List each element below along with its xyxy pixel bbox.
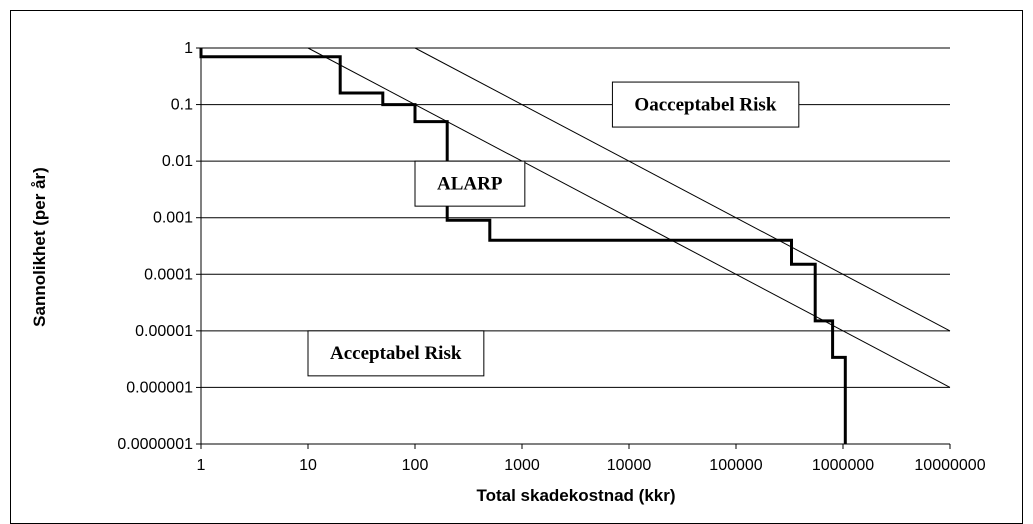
y-tick-label-5: 0.00001 <box>135 323 193 340</box>
zone-box-2 <box>307 330 485 377</box>
y-tick-label-2: 0.01 <box>162 153 193 170</box>
zone-label-2: Acceptabel Risk <box>307 330 485 377</box>
y-tick-label-3: 0.001 <box>153 210 193 227</box>
risk-step-curve-0 <box>199 48 847 444</box>
x-tick-label-3: 1000 <box>504 457 540 474</box>
y-tick-label-7: 0.0000001 <box>117 436 193 453</box>
zone-text-1: ALARP <box>437 174 503 195</box>
x-tick-label-6: 1000000 <box>812 457 874 474</box>
zone-box-0 <box>611 81 800 128</box>
y-tick-label-0: 1 <box>184 40 193 57</box>
y-tick-label-4: 0.0001 <box>144 266 193 283</box>
boundary-line-1 <box>307 47 951 388</box>
axes-layer: 1 0.1 0.01 0.001 0.0001 0.00001 0.000001 0.0000… <box>117 40 985 474</box>
boundary-line-2 <box>414 47 951 332</box>
zone-text-2: Acceptabel Risk <box>330 343 462 364</box>
zone-box-1 <box>414 160 526 207</box>
x-tick-label-2: 100 <box>402 457 429 474</box>
x-tick-label-1: 10 <box>299 457 317 474</box>
zone-label-0: Oacceptabel Risk <box>611 81 800 128</box>
y-axis-title: Sannolikhet (per år) <box>30 167 49 327</box>
y-tick-label-1: 0.1 <box>171 97 193 114</box>
x-tick-label-0: 1 <box>197 457 206 474</box>
y-tick-label-6: 0.000001 <box>126 379 193 396</box>
x-tick-label-5: 100000 <box>709 457 762 474</box>
chart-frame <box>10 10 1023 524</box>
series-layer <box>199 47 951 444</box>
annotation-layer: Oacceptabel Risk ALARP Acceptabel Risk <box>307 81 800 377</box>
x-tick-label-7: 10000000 <box>914 457 985 474</box>
x-axis-title: Total skadekostnad (kkr) <box>476 486 675 505</box>
zone-text-0: Oacceptabel Risk <box>634 94 776 115</box>
x-tick-label-4: 10000 <box>607 457 652 474</box>
zone-label-1: ALARP <box>414 160 526 207</box>
grid-layer <box>201 47 950 445</box>
